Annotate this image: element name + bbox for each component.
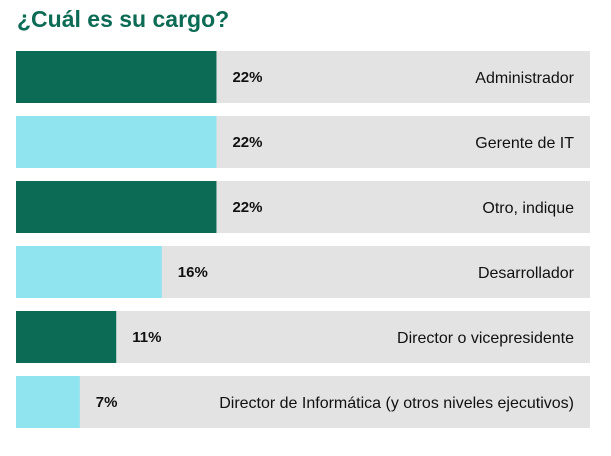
bar	[16, 311, 117, 363]
category-label: Director de Informática (y otros niveles…	[219, 395, 574, 412]
bar-value-label: 22%	[232, 199, 262, 216]
bar-value-label: 22%	[232, 134, 262, 151]
category-label: Gerente de IT	[475, 135, 574, 152]
category-label: Desarrollador	[478, 265, 575, 282]
bar-value-label: 7%	[96, 394, 118, 411]
bar	[16, 246, 162, 298]
bar	[16, 116, 217, 168]
chart-title: ¿Cuál es su cargo?	[17, 6, 230, 32]
bar-value-label: 11%	[132, 329, 161, 346]
bar	[16, 181, 217, 233]
category-label: Administrador	[475, 70, 574, 87]
bar-value-label: 22%	[232, 69, 262, 86]
bar-track	[16, 376, 590, 428]
bar	[16, 51, 217, 103]
category-label: Director o vicepresidente	[397, 330, 574, 347]
category-label: Otro, indique	[482, 200, 574, 217]
bar-value-label: 16%	[178, 264, 208, 281]
bar	[16, 376, 80, 428]
